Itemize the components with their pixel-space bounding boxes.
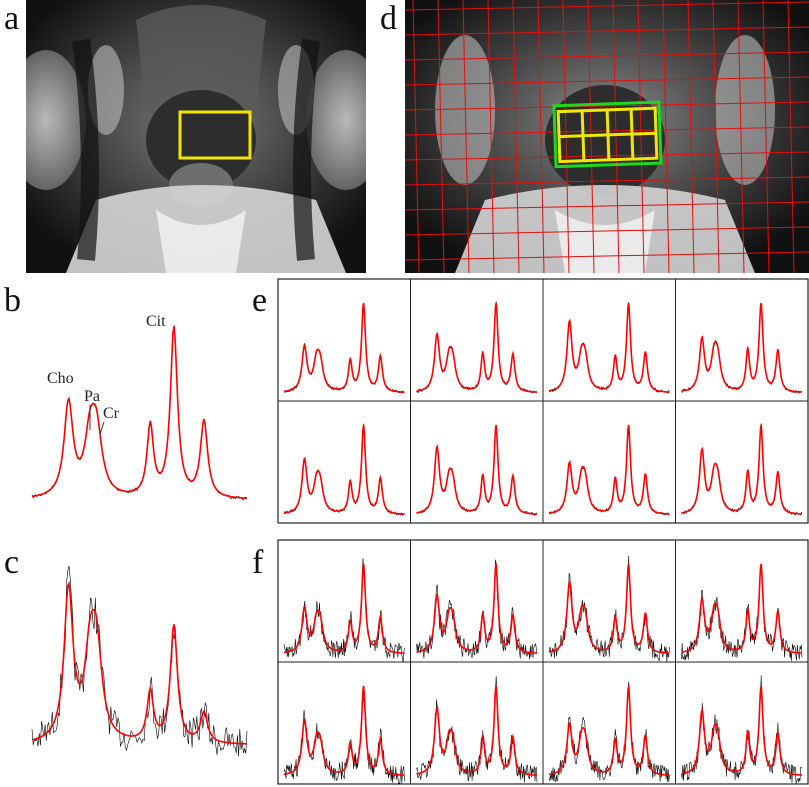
peak-label-cit: Cit: [146, 313, 166, 330]
csi-grid-line: [405, 1, 809, 11]
csi-grid: [405, 0, 809, 273]
csi-grid-line: [405, 76, 809, 86]
csi-grid-line: [712, 0, 720, 273]
spectra-grid-f: [277, 539, 809, 785]
panel-label-a: a: [4, 0, 20, 37]
spectra-e-spectrum-fit-trace: [548, 302, 670, 393]
csi-grid-line: [487, 0, 495, 273]
spectrum-c: [31, 565, 248, 757]
spectra-f-spectrum-data-trace: [416, 559, 538, 660]
csi-grid-line: [405, 26, 809, 36]
spectra-e-spectrum-data-trace: [681, 303, 803, 395]
spectra-f-spectrum-fit-trace: [416, 563, 537, 654]
spectra-f-spectrum-fit-trace: [283, 685, 405, 776]
csi-grid-line: [405, 176, 809, 186]
spectra-e-spectrum-fit-trace: [548, 424, 670, 515]
panel-label-b: b: [4, 282, 21, 319]
voxel-box: [178, 110, 252, 160]
spectra-f-spectrum-fit-trace: [681, 685, 803, 776]
cr-pointer: [99, 421, 105, 435]
peak-label-cho: Cho: [47, 370, 74, 387]
spectra-f-spectrum-fit-trace: [548, 563, 670, 654]
voxel-grid-d: [556, 106, 659, 164]
csi-grid-line: [537, 0, 545, 273]
spectra-e-spectrum-fit-trace: [283, 424, 405, 515]
spectrum-c-fit-trace: [31, 580, 247, 745]
spectrum-b-fit-trace: [31, 325, 248, 500]
spectra-f-spectrum-data-trace: [681, 564, 803, 661]
spectra-e-spectrum-fit-trace: [416, 302, 537, 393]
csi-grid-line: [405, 251, 809, 261]
csi-grid-line: [662, 0, 670, 273]
peak-label-pa: Pa: [84, 388, 100, 405]
mri-image-a: [26, 0, 366, 273]
spectra-e-cell: [410, 400, 544, 524]
spectra-f-spectrum-data-trace: [416, 676, 538, 783]
csi-grid-line: [412, 0, 420, 273]
csi-grid-line: [405, 51, 809, 61]
csi-grid-line: [612, 0, 620, 273]
spectra-f-spectrum-fit-trace: [283, 563, 405, 654]
spectra-f-spectrum-data-trace: [548, 681, 670, 783]
spectra-f-spectrum-fit-trace: [548, 685, 670, 776]
spectra-e-spectrum-fit-trace: [681, 302, 803, 393]
spectra-e-cell: [675, 400, 809, 524]
spectra-e-spectrum-fit-trace: [416, 424, 537, 515]
peak-label-cr: Cr: [103, 405, 120, 422]
csi-grid-line: [405, 226, 809, 236]
panel-label-c: c: [4, 544, 20, 581]
spectra-e-spectrum-data-trace: [548, 426, 670, 516]
csi-grid-line: [437, 0, 445, 273]
spectra-e-spectrum-fit-trace: [681, 424, 803, 515]
spectrum-b: [31, 325, 248, 501]
spectra-f-cell: [675, 661, 809, 785]
spectra-f-spectrum-fit-trace: [416, 685, 537, 776]
panel-label-f: f: [252, 544, 264, 581]
csi-grid-line: [405, 101, 809, 111]
csi-grid-line: [405, 201, 809, 211]
spectra-grid-e: [277, 278, 809, 524]
spectra-e-spectrum-data-trace: [283, 304, 405, 394]
mri-image-d: [405, 0, 809, 273]
csi-grid-line: [462, 0, 470, 273]
spectra-e-spectrum-fit-trace: [283, 302, 405, 393]
csi-grid-line: [405, 151, 809, 161]
spectra-e-spectrum-data-trace: [283, 423, 405, 516]
csi-grid-line: [737, 0, 745, 273]
spectrum-c-data-trace: [31, 565, 248, 757]
spectra-f-cell: [542, 539, 676, 663]
spectra-f-spectrum-data-trace: [681, 675, 803, 785]
spectra-f-spectrum-fit-trace: [681, 563, 803, 654]
press-box: [552, 100, 663, 169]
csi-grid-line: [637, 0, 645, 273]
spectrum-b-data-trace: [31, 327, 248, 501]
spectra-e-cell: [542, 278, 676, 402]
panel-label-e: e: [252, 282, 268, 319]
csi-grid-line: [512, 0, 520, 273]
csi-grid-line: [687, 0, 695, 273]
panel-label-d: d: [380, 0, 397, 37]
